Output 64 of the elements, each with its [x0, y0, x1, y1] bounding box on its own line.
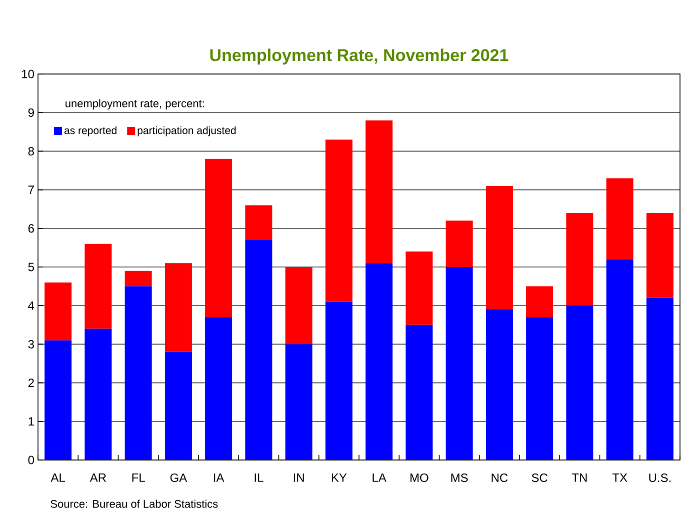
y-tick-label: 2: [28, 378, 34, 387]
bar: [606, 259, 634, 460]
bar: [406, 324, 433, 460]
y-tick-label: 4: [28, 301, 34, 310]
bar: [124, 270, 152, 286]
x-tick-label: TX: [612, 474, 628, 482]
source-note: Source: Bureau of Labor Statistics: [50, 500, 218, 508]
x-tick-label: AR: [90, 474, 106, 482]
legend-label: participation adjusted: [138, 126, 236, 136]
bar: [285, 266, 312, 344]
bar: [325, 140, 352, 302]
bar: [44, 282, 72, 340]
y-tick-label: 5: [28, 262, 34, 272]
y-tick-label: 7: [28, 186, 34, 194]
bar: [486, 309, 513, 460]
bar: [566, 212, 594, 306]
bar: [406, 252, 433, 325]
bar: [366, 120, 393, 264]
bar: [606, 178, 634, 260]
bar: [84, 328, 112, 460]
y-tick-label: 10: [22, 70, 34, 78]
x-tick-label: MO: [410, 474, 428, 482]
x-tick-label: AL: [50, 474, 66, 482]
bar: [245, 240, 272, 460]
bar: [486, 186, 513, 310]
bar: [646, 212, 674, 298]
bar: [446, 220, 473, 267]
y-tick-label: 0: [28, 456, 34, 464]
bar: [526, 317, 554, 460]
y-tick-label: 9: [28, 108, 34, 117]
bar: [245, 205, 272, 240]
bar: [366, 263, 393, 460]
x-tick-label: IN: [294, 474, 304, 482]
bar: [566, 306, 594, 460]
bar: [646, 298, 674, 460]
y-tick-label: 8: [28, 146, 34, 156]
bar: [526, 286, 554, 318]
bar: [164, 352, 192, 460]
bar: [205, 158, 232, 318]
y-tick-label: 1: [28, 417, 34, 426]
bar: [164, 263, 192, 352]
x-tick-label: TN: [572, 474, 587, 482]
bar: [84, 244, 112, 329]
bar: [446, 266, 473, 460]
bar: [285, 344, 312, 460]
chart-title: Unemployment Rate, November 2021: [210, 48, 508, 64]
x-tick-label: SC: [532, 474, 548, 482]
x-tick-label: FL: [132, 474, 145, 482]
x-tick-label: MS: [451, 474, 468, 482]
bar: [44, 340, 72, 460]
y-tick-label: 6: [28, 224, 34, 233]
legend-title: unemployment rate, percent:: [66, 99, 204, 110]
x-tick-label: LA: [372, 474, 386, 482]
legend-label: as reported: [64, 126, 116, 136]
bar: [205, 317, 232, 460]
x-tick-label: U.S.: [649, 474, 671, 482]
bar: [124, 286, 152, 460]
x-tick-label: IL: [254, 474, 264, 482]
x-tick-label: GA: [170, 474, 188, 482]
x-tick-label: NC: [492, 474, 508, 482]
y-tick-label: 3: [28, 340, 34, 348]
x-tick-label: KY: [332, 474, 347, 482]
bar: [325, 302, 352, 460]
x-tick-label: IA: [214, 474, 224, 482]
